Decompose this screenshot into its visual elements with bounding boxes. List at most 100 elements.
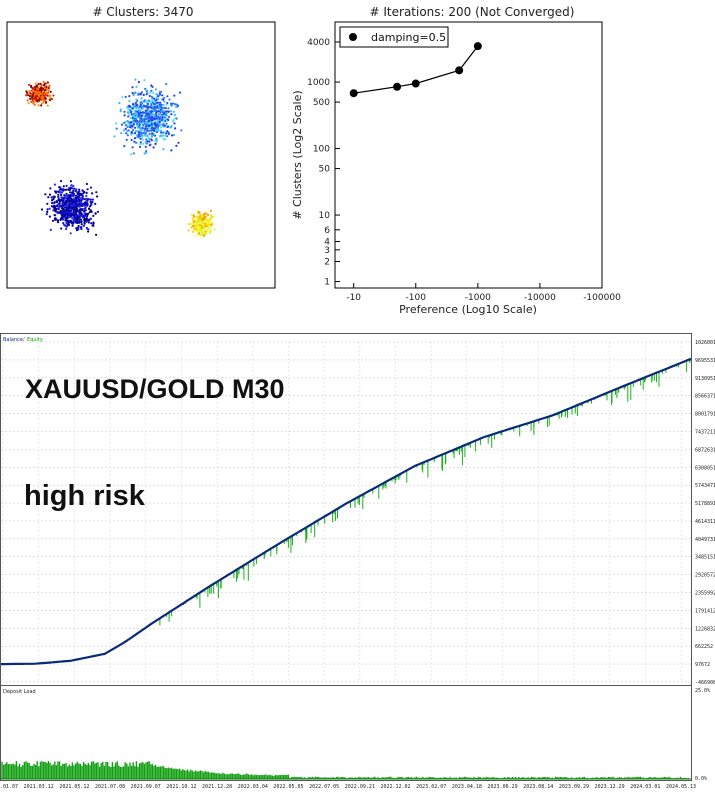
scatter-point — [166, 130, 169, 133]
scatter-point — [59, 204, 62, 207]
scatter-point — [44, 97, 47, 100]
scatter-point — [58, 186, 61, 189]
scatter-point — [77, 214, 81, 217]
scatter-point — [126, 120, 129, 123]
scatter-point — [43, 89, 47, 92]
scatter-point — [198, 232, 201, 235]
scatter-point — [127, 115, 130, 118]
scatter-point — [163, 124, 166, 127]
scatter-point — [140, 114, 143, 117]
scatter-point — [80, 223, 83, 226]
scatter-point — [155, 97, 158, 100]
y-tick-label: 500 — [313, 98, 330, 108]
y-tick-label: 3485151 — [695, 555, 715, 561]
scatter-point — [89, 209, 92, 212]
scatter-point — [189, 222, 192, 226]
scatter-point — [146, 140, 149, 143]
scatter-point — [40, 104, 43, 107]
scatter-point — [134, 132, 137, 135]
y-tick-label: 6872631 — [695, 447, 715, 453]
scatter-point — [130, 131, 133, 134]
scatter-point — [40, 208, 44, 211]
scatter-point — [35, 92, 38, 95]
deposit-load-label: Deposit Load — [3, 689, 36, 695]
scatter-point — [136, 113, 139, 116]
x-tick-label: -100 — [406, 293, 427, 303]
scatter-point — [126, 106, 129, 109]
scatter-point — [131, 91, 134, 95]
scatter-point — [48, 207, 51, 210]
scatter-point — [144, 115, 147, 118]
scatter-point — [69, 211, 72, 214]
scatter-point — [73, 187, 76, 190]
scatter-point — [204, 211, 207, 214]
scatter-point — [190, 226, 193, 229]
scatter-point — [204, 218, 208, 221]
scatter-point — [65, 200, 69, 203]
scatter-point — [32, 99, 35, 102]
scatter-point — [125, 132, 128, 135]
scatter-point — [133, 115, 136, 118]
scatter-point — [49, 90, 52, 93]
scatter-point — [134, 101, 137, 104]
scatter-point — [192, 224, 195, 227]
scatter-point — [39, 87, 42, 90]
scatter-point — [160, 126, 163, 129]
scatter-point — [145, 134, 148, 137]
scatter-point — [33, 93, 36, 96]
scatter-point — [161, 94, 164, 97]
scatter-point — [52, 94, 55, 97]
scatter-point — [153, 97, 156, 100]
scatter-point — [211, 222, 214, 225]
scatter-point — [45, 213, 48, 216]
scatter-point — [139, 103, 142, 106]
x-tick-label: -1000 — [465, 293, 491, 303]
scatter-point — [168, 98, 171, 101]
scatter-point — [156, 101, 159, 104]
scatter-point — [74, 190, 77, 193]
scatter-point — [37, 93, 40, 97]
scatter-point — [160, 103, 163, 106]
scatter-point — [62, 185, 65, 188]
scatter-point — [138, 131, 141, 134]
y-tick-label: 100 — [313, 145, 330, 155]
scatter-point — [167, 107, 170, 110]
scatter-point — [75, 205, 78, 208]
scatter-point — [170, 113, 173, 116]
scatter-point — [142, 132, 145, 135]
scatter-point — [55, 204, 58, 207]
balance-grid — [1, 341, 691, 683]
scatter-point — [63, 214, 66, 217]
scatter-point — [53, 183, 57, 186]
scatter-point — [139, 137, 142, 140]
scatter-point — [89, 198, 92, 201]
scatter-point — [134, 120, 137, 123]
scatter-point — [174, 117, 177, 120]
scatter-point — [134, 129, 138, 133]
scatter-point — [192, 220, 195, 223]
scatter-point — [166, 118, 169, 121]
scatter-point — [193, 222, 196, 226]
scatter-point — [53, 209, 57, 212]
scatter-point — [170, 134, 174, 137]
scatter-point — [29, 97, 32, 100]
scatter-point — [64, 219, 67, 222]
scatter-point — [42, 84, 46, 87]
scatter-point — [72, 210, 75, 214]
scatter-point — [129, 153, 133, 156]
scatter-point — [135, 141, 138, 144]
scatter-point — [152, 129, 155, 132]
scatter-point — [193, 228, 196, 232]
scatter-point — [72, 193, 75, 197]
scatter-point — [74, 196, 78, 199]
scatter-point — [148, 94, 151, 98]
scatter-point — [159, 101, 162, 104]
scatter-point — [58, 189, 61, 192]
scatter-point — [79, 193, 83, 196]
scatter-point — [44, 101, 48, 104]
legend-box — [339, 26, 449, 48]
scatter-point — [71, 217, 74, 220]
scatter-point — [179, 91, 182, 94]
scatter-point — [86, 227, 89, 230]
scatter-point — [148, 115, 151, 118]
